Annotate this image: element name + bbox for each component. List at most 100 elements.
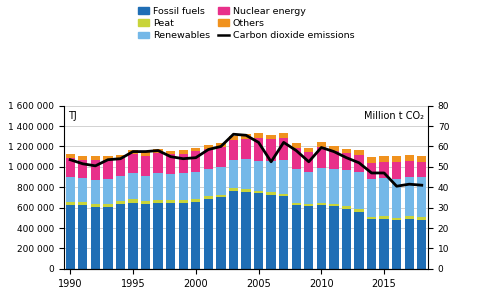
Bar <box>166 200 175 203</box>
Bar <box>329 146 338 151</box>
Bar <box>91 156 100 160</box>
Bar <box>342 149 351 153</box>
Bar <box>179 173 188 201</box>
Carbon dioxide emissions <box>343 156 349 159</box>
Bar <box>216 195 226 198</box>
Bar <box>179 201 188 203</box>
Bar <box>304 206 313 269</box>
Bar <box>279 160 288 194</box>
Bar <box>229 160 238 188</box>
Bar <box>141 152 150 156</box>
Bar <box>354 209 364 212</box>
Bar <box>103 204 113 207</box>
Bar <box>78 160 88 178</box>
Bar <box>229 188 238 191</box>
Bar <box>166 203 175 269</box>
Bar <box>204 149 213 169</box>
Bar <box>404 161 414 177</box>
Bar <box>266 135 276 140</box>
Bar <box>141 204 150 269</box>
Bar <box>379 156 389 162</box>
Carbon dioxide emissions <box>331 150 337 153</box>
Bar <box>103 156 113 160</box>
Bar <box>191 199 201 202</box>
Bar <box>78 178 88 202</box>
Bar <box>166 174 175 200</box>
Bar <box>128 173 138 199</box>
Bar <box>128 154 138 173</box>
Carbon dioxide emissions <box>92 164 98 168</box>
Bar <box>65 177 75 201</box>
Bar <box>154 149 163 153</box>
Bar <box>154 200 163 203</box>
Bar <box>216 198 226 269</box>
Bar <box>78 156 88 160</box>
Text: Million t CO₂: Million t CO₂ <box>365 111 425 120</box>
Bar <box>317 147 326 168</box>
Bar <box>342 170 351 206</box>
Carbon dioxide emissions <box>256 140 262 144</box>
Bar <box>329 204 338 206</box>
Carbon dioxide emissions <box>230 132 236 136</box>
Bar <box>241 192 251 269</box>
Bar <box>229 136 238 140</box>
Bar <box>254 138 263 161</box>
Bar <box>317 203 326 205</box>
Carbon dioxide emissions <box>130 150 136 153</box>
Bar <box>65 201 75 204</box>
Bar <box>317 143 326 147</box>
Bar <box>103 179 113 204</box>
Carbon dioxide emissions <box>205 148 211 151</box>
Bar <box>141 176 150 201</box>
Bar <box>179 154 188 173</box>
Bar <box>329 151 338 169</box>
Bar <box>379 162 389 178</box>
Bar <box>191 202 201 269</box>
Bar <box>204 196 213 199</box>
Carbon dioxide emissions <box>168 155 174 159</box>
Bar <box>379 178 389 217</box>
Bar <box>216 147 226 167</box>
Bar <box>342 206 351 209</box>
Bar <box>65 204 75 269</box>
Bar <box>179 150 188 154</box>
Bar <box>417 220 427 269</box>
Bar <box>279 138 288 160</box>
Bar <box>392 156 401 162</box>
Bar <box>354 172 364 209</box>
Bar <box>116 176 125 201</box>
Bar <box>154 153 163 172</box>
Bar <box>154 172 163 200</box>
Bar <box>379 219 389 269</box>
Bar <box>354 212 364 269</box>
Bar <box>329 206 338 269</box>
Bar <box>367 217 376 219</box>
Bar <box>304 148 313 152</box>
Bar <box>354 149 364 155</box>
Carbon dioxide emissions <box>80 162 86 165</box>
Bar <box>379 217 389 219</box>
Bar <box>292 169 301 203</box>
Bar <box>166 151 175 154</box>
Bar <box>166 154 175 174</box>
Bar <box>254 193 263 269</box>
Bar <box>279 133 288 138</box>
Line: Carbon dioxide emissions: Carbon dioxide emissions <box>70 134 422 186</box>
Bar <box>116 158 125 176</box>
Bar <box>304 172 313 204</box>
Bar <box>292 203 301 205</box>
Bar <box>204 169 213 196</box>
Bar <box>417 177 427 217</box>
Bar <box>266 192 276 195</box>
Carbon dioxide emissions <box>268 160 274 164</box>
Bar <box>191 148 201 151</box>
Bar <box>367 162 376 179</box>
Bar <box>367 157 376 162</box>
Bar <box>392 162 401 178</box>
Carbon dioxide emissions <box>155 149 161 152</box>
Bar <box>342 153 351 170</box>
Bar <box>266 195 276 269</box>
Carbon dioxide emissions <box>369 171 374 175</box>
Bar <box>417 162 427 177</box>
Bar <box>392 218 401 220</box>
